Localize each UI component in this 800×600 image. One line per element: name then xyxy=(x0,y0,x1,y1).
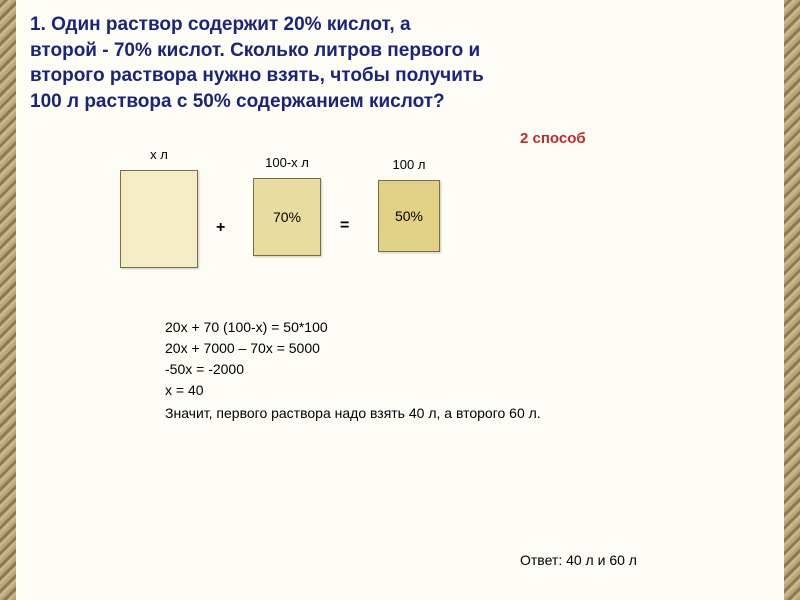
title-l1: 1. Один раствор содержит 20% кислот, а xyxy=(30,14,411,35)
solution-box-1: х л xyxy=(120,147,198,268)
answer-text: Ответ: 40 л и 60 л xyxy=(520,552,637,568)
conclusion-text: Значит, первого раствора надо взять 40 л… xyxy=(165,403,541,424)
title-l2: второй - 70% кислот. Сколько литров перв… xyxy=(30,40,480,61)
title-l4: 100 л раствора с 50% содержанием кислот? xyxy=(30,91,445,112)
calc-line-1: 20х + 70 (100-х) = 50*100 xyxy=(165,317,541,338)
box2-percent: 70% xyxy=(273,209,301,225)
box3-label: 100 л xyxy=(378,157,440,172)
box1-rect xyxy=(120,170,198,268)
title-l3: второго раствора нужно взять, чтобы полу… xyxy=(30,65,484,86)
calc-line-3: -50х = -2000 xyxy=(165,359,541,380)
method-label: 2 способ xyxy=(520,130,586,147)
equals-operator: = xyxy=(340,217,349,235)
box3-percent: 50% xyxy=(395,208,423,224)
solution-box-2: 100-х л 70% xyxy=(253,155,321,256)
left-border xyxy=(0,0,16,600)
calculations-block: 20х + 70 (100-х) = 50*100 20х + 7000 – 7… xyxy=(165,317,541,424)
plus-operator: + xyxy=(216,219,225,237)
problem-title: 1. Один раствор содержит 20% кислот, а в… xyxy=(30,12,770,115)
box3-rect: 50% xyxy=(378,180,440,252)
solution-box-3: 100 л 50% xyxy=(378,157,440,252)
calc-line-4: х = 40 xyxy=(165,380,541,401)
slide-content: 1. Один раствор содержит 20% кислот, а в… xyxy=(30,12,770,143)
calc-line-2: 20х + 7000 – 70х = 5000 xyxy=(165,338,541,359)
box2-rect: 70% xyxy=(253,178,321,256)
box2-label: 100-х л xyxy=(253,155,321,170)
right-border xyxy=(784,0,800,600)
box1-label: х л xyxy=(120,147,198,162)
